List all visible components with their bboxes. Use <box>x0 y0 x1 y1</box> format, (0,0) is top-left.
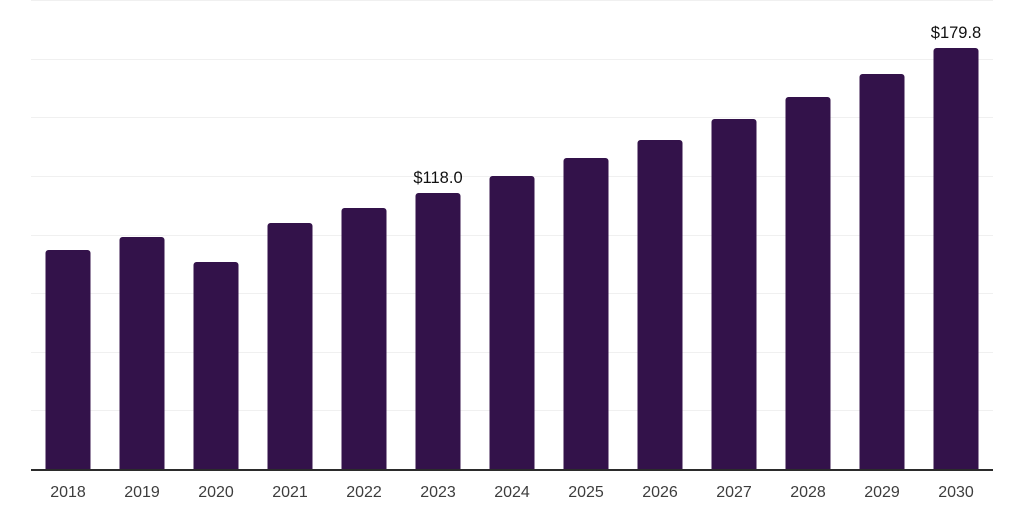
bar-column <box>253 1 327 470</box>
bar <box>119 236 165 470</box>
bar-column: $179.8 <box>919 1 993 470</box>
x-tick-label: 2029 <box>864 484 900 501</box>
x-axis-labels: 2018 2019 2020 2021 2022 2023 2024 2025 2026 2027… <box>31 478 993 508</box>
bar <box>193 261 239 470</box>
bar-column <box>697 1 771 470</box>
bar-column <box>105 1 179 470</box>
x-tick-label: 2018 <box>50 484 86 501</box>
bar <box>711 118 757 470</box>
bar-column: $118.0 <box>401 1 475 470</box>
plot-area: $118.0 $179.8 <box>31 0 993 471</box>
bar-column <box>475 1 549 470</box>
x-axis-line <box>31 469 993 471</box>
bar <box>859 73 905 470</box>
bar-column <box>771 1 845 470</box>
bar-column <box>549 1 623 470</box>
bar <box>341 208 387 470</box>
bar-value-label: $118.0 <box>413 169 463 188</box>
bar-column <box>31 1 105 470</box>
bar <box>267 223 313 470</box>
x-tick-label: 2028 <box>790 484 826 501</box>
x-tick-label: 2019 <box>124 484 160 501</box>
gridline <box>31 117 993 119</box>
x-tick-label: 2025 <box>568 484 604 501</box>
x-tick-label: 2024 <box>494 484 530 501</box>
bar <box>637 139 683 470</box>
bar <box>45 249 91 470</box>
bar-column <box>327 1 401 470</box>
bars: $118.0 $179.8 <box>31 1 993 470</box>
x-tick-label: 2030 <box>938 484 974 501</box>
bar <box>563 158 609 470</box>
bar <box>933 48 979 470</box>
bar-column <box>623 1 697 470</box>
bar <box>415 193 461 470</box>
gridline <box>31 58 993 60</box>
x-tick-label: 2023 <box>420 484 456 501</box>
gridline <box>31 0 993 1</box>
x-tick-label: 2022 <box>346 484 382 501</box>
bar <box>785 97 831 470</box>
x-tick-label: 2027 <box>716 484 752 501</box>
bar <box>489 176 535 470</box>
x-tick-label: 2020 <box>198 484 234 501</box>
bar-column <box>845 1 919 470</box>
bar-column <box>179 1 253 470</box>
x-tick-label: 2026 <box>642 484 678 501</box>
x-tick-label: 2021 <box>272 484 308 501</box>
bar-value-label: $179.8 <box>930 24 982 43</box>
